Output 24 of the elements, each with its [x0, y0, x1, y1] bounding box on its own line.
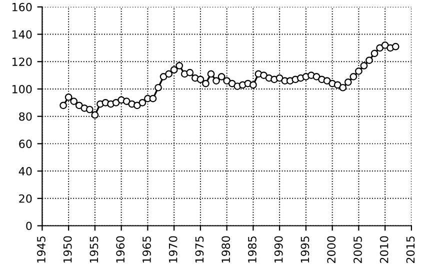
x-tick-label: 2005 — [354, 236, 362, 263]
y-tick-label: 80 — [19, 112, 32, 121]
y-tick-label: 120 — [12, 58, 32, 66]
x-tick-label: 1975 — [195, 236, 204, 263]
x-tick-label: 1950 — [63, 236, 72, 263]
y-tick-label: 100 — [12, 84, 32, 94]
y-tick-label: 160 — [12, 2, 32, 12]
y-tick-label: 0 — [26, 222, 32, 230]
y-tick-label: 140 — [12, 30, 32, 39]
x-tick-label: 1970 — [168, 236, 178, 263]
x-tick-label: 1955 — [90, 236, 98, 263]
x-tick-label: 1985 — [248, 236, 256, 263]
x-tick-label: 1965 — [142, 236, 151, 263]
x-tick-label: 2000 — [327, 236, 336, 263]
x-tick-label: 1995 — [300, 236, 310, 263]
x-tick-label: 2010 — [380, 236, 388, 263]
x-tick-label: 1990 — [274, 236, 283, 263]
y-tick-label: 40 — [18, 167, 32, 176]
x-tick-label: 2015 — [406, 236, 415, 263]
x-tick-label: 1945 — [37, 236, 46, 263]
y-tick-label: 60 — [19, 140, 32, 148]
y-tick-label: 20 — [19, 194, 32, 203]
x-tick-label: 1980 — [222, 236, 230, 263]
x-tick-label: 1960 — [116, 236, 125, 263]
